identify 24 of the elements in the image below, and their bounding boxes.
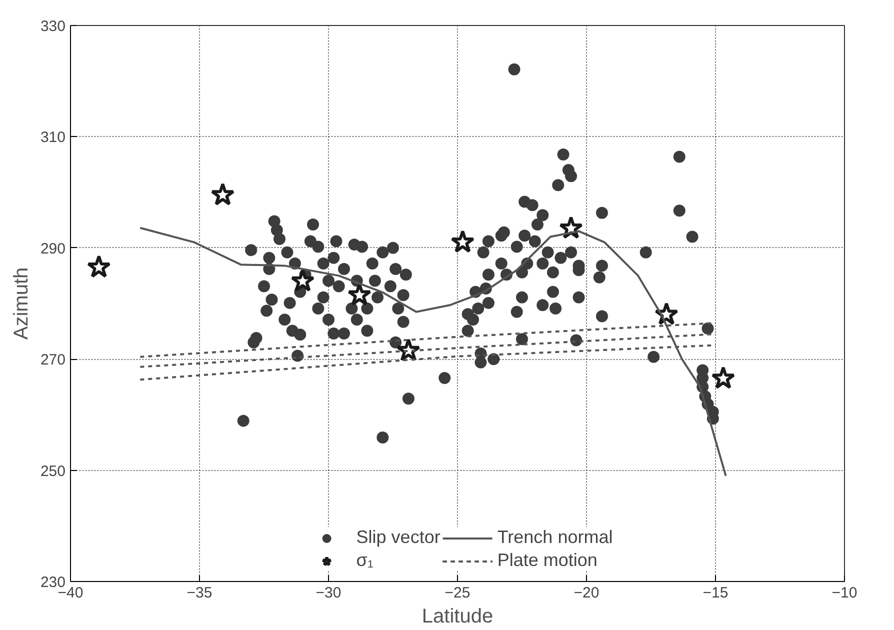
point — [711, 366, 736, 389]
y-axis-title: Azimuth — [10, 267, 32, 340]
y-tick-label: 250 — [40, 462, 66, 480]
legend-label: Plate motion — [497, 550, 598, 571]
point — [210, 182, 235, 206]
x-tick-label: −10 — [832, 584, 858, 602]
y-tick-label: 310 — [40, 129, 66, 146]
y-tick-label: 230 — [40, 574, 66, 591]
point — [450, 230, 475, 253]
legend-label: σ₁ — [356, 550, 374, 571]
point — [348, 282, 372, 306]
y-tick-label: 270 — [40, 352, 66, 369]
x-tick-label: −25 — [444, 584, 470, 602]
point — [290, 268, 315, 292]
x-axis-title: Latitude — [422, 606, 494, 628]
y-tick-label: 290 — [40, 240, 66, 258]
point — [86, 254, 111, 278]
x-tick-label: −30 — [316, 584, 342, 602]
x-tick-label: −15 — [702, 584, 728, 602]
legend-label: Trench normal — [497, 527, 613, 548]
x-tick-label: −20 — [574, 584, 600, 602]
legend-label: Slip vector — [356, 527, 440, 548]
y-tick-label: 330 — [40, 18, 66, 35]
x-tick-label: −35 — [186, 584, 212, 602]
